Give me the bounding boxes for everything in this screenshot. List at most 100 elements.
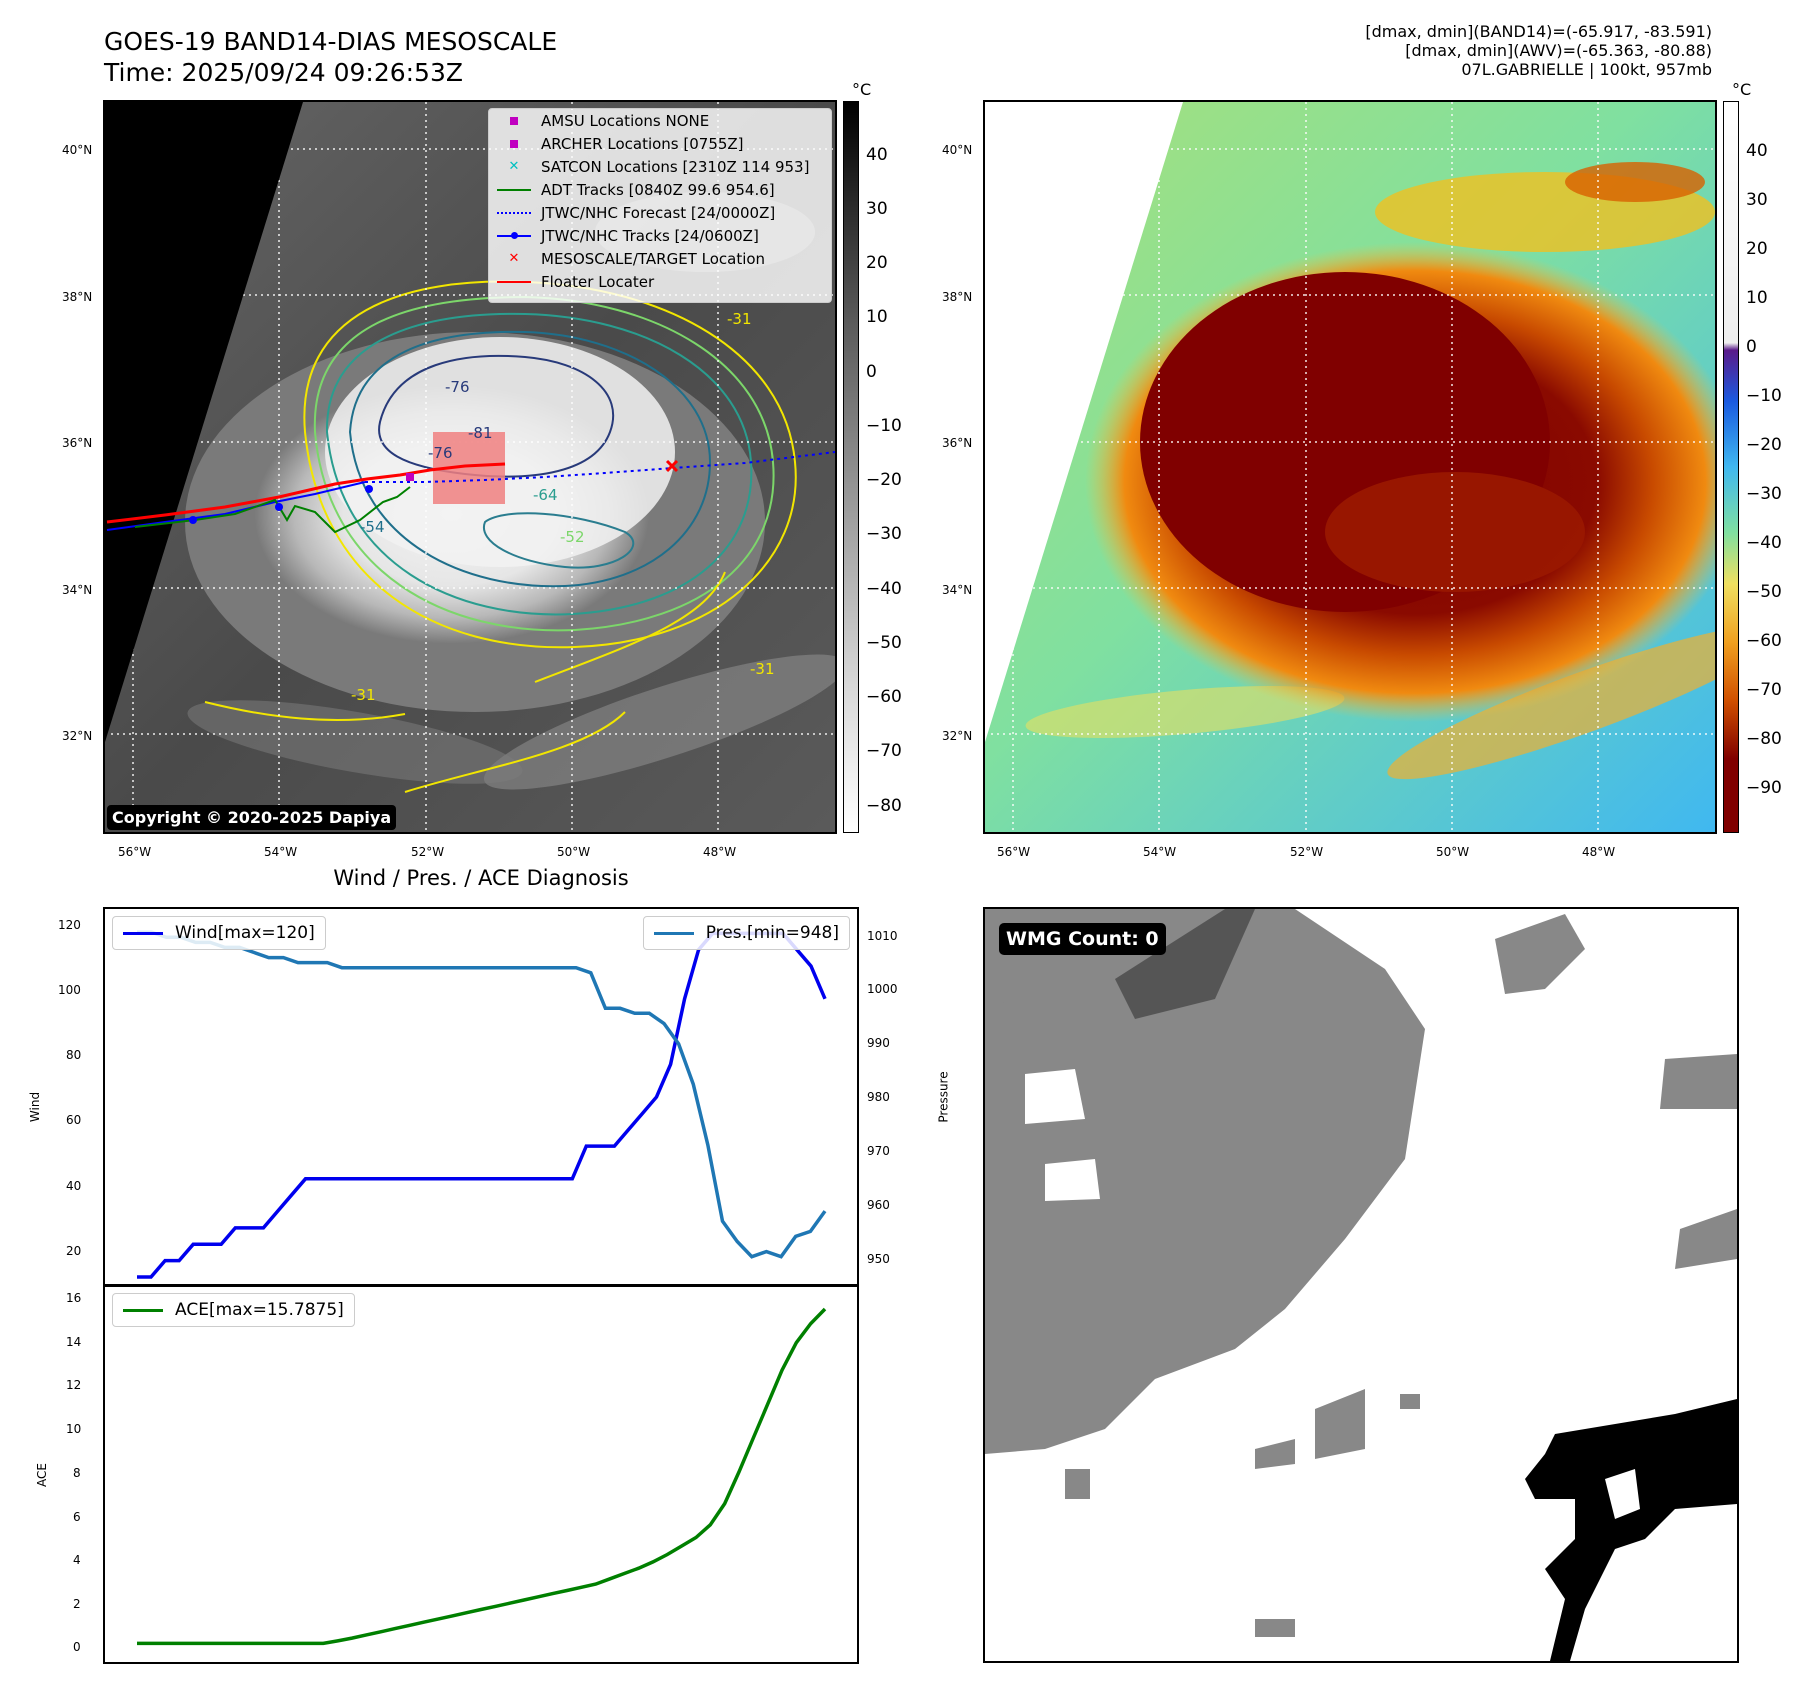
pressure-tick: 960 [867, 1198, 890, 1212]
contour-label: -64 [533, 486, 558, 504]
colorbar-tick: −80 [1746, 729, 1782, 749]
colorbar-tick: 20 [1746, 239, 1768, 259]
title-line-1: GOES-19 BAND14-DIAS MESOSCALE [104, 27, 558, 56]
colorbar-tick: −70 [866, 741, 902, 761]
pressure-legend: Pres.[min=948] [642, 916, 850, 950]
legend-item-archer: ARCHER Locations [0755Z] [489, 132, 831, 155]
lon-tick: 50°W [557, 845, 591, 859]
ace-tick: 4 [73, 1553, 81, 1567]
ace-legend: ACE[max=15.7875] [112, 1293, 355, 1327]
info-line-2: [dmax, dmin](AWV)=(-65.363, -80.88) [1405, 41, 1712, 60]
colorbar-tick: −60 [866, 687, 902, 707]
colorbar-tick: 40 [1746, 141, 1768, 161]
lat-tick: 34°N [62, 583, 93, 597]
diagnosis-title: Wind / Pres. / ACE Diagnosis [333, 866, 629, 890]
lon-tick: 48°W [1582, 845, 1616, 859]
ace-axis-label: ACE [34, 1463, 49, 1487]
colorbar-tick: −20 [1746, 435, 1782, 455]
pressure-legend-line-icon [653, 931, 694, 935]
ace-tick: 10 [66, 1422, 82, 1436]
awv-map [983, 100, 1717, 834]
copyright-badge: Copyright © 2020-2025 Dapiya [107, 805, 397, 830]
contour-label: -31 [351, 686, 376, 704]
colorbar-tick: −50 [1746, 582, 1782, 602]
lat-tick: 40°N [942, 143, 973, 157]
lon-tick: 52°W [411, 845, 445, 859]
wind-axis-label: Wind [28, 1091, 43, 1123]
colorbar-tick: 30 [866, 199, 888, 219]
legend-item-target: ✕ MESOSCALE/TARGET Location [489, 247, 831, 270]
colorbar-tick: −10 [1746, 386, 1782, 406]
wind-tick: 100 [58, 983, 81, 997]
left-colorbar-unit: °C [852, 80, 872, 99]
wind-legend-line-icon [123, 931, 163, 935]
ace-legend-line-icon [123, 1308, 163, 1312]
ace-plot [137, 1307, 827, 1646]
ace-tick: 2 [73, 1597, 81, 1611]
contour-label: -76 [445, 378, 470, 396]
lon-tick: 50°W [1436, 845, 1470, 859]
colorbar-tick: −10 [866, 416, 902, 436]
pressure-tick: 980 [867, 1090, 890, 1104]
lon-tick: 54°W [264, 845, 298, 859]
ace-tick: 14 [66, 1335, 82, 1349]
contour-label: -52 [560, 528, 585, 546]
x-marker-icon: ✕ [508, 251, 520, 266]
contour-label: -76 [428, 444, 453, 462]
colorbar-tick: −90 [1746, 778, 1782, 798]
contour-label: -31 [750, 660, 775, 678]
awv-map-image [985, 102, 1715, 832]
contour-label: -54 [360, 518, 385, 536]
square-marker-icon [497, 114, 531, 128]
legend-item-adt: ADT Tracks [0840Z 99.6 954.6] [489, 178, 831, 201]
lon-tick: 56°W [118, 845, 152, 859]
wind-pressure-panel: Wind[max=120] Pres.[min=948] [103, 907, 859, 1287]
pressure-tick: 990 [867, 1036, 890, 1050]
line-dot-icon [497, 229, 531, 243]
line-icon [497, 183, 531, 197]
wind-tick: 60 [66, 1113, 82, 1127]
lat-tick: 38°N [942, 290, 973, 304]
pressure-tick: 970 [867, 1144, 890, 1158]
ace-tick: 6 [73, 1510, 81, 1524]
pressure-axis-label: Pressure [936, 1071, 951, 1123]
colorbar-tick: −40 [1746, 533, 1782, 553]
lon-tick: 54°W [1143, 845, 1177, 859]
legend-item-forecast: JTWC/NHC Forecast [24/0000Z] [489, 201, 831, 224]
wind-tick: 80 [66, 1048, 82, 1062]
colorbar-tick: −30 [1746, 484, 1782, 504]
colorbar-tick: −40 [866, 579, 902, 599]
colorbar-tick: −70 [1746, 680, 1782, 700]
wmg-panel: WMG Count: 0 [983, 907, 1739, 1663]
lat-tick: 32°N [62, 729, 93, 743]
map-legend: AMSU Locations NONE ARCHER Locations [07… [488, 108, 832, 303]
contour-label: -31 [727, 310, 752, 328]
wind-series-line [137, 931, 827, 1279]
wind-tick: 40 [66, 1179, 82, 1193]
legend-item-tracks: JTWC/NHC Tracks [24/0600Z] [489, 224, 831, 247]
line-icon [497, 275, 531, 289]
pressure-tick: 950 [867, 1252, 890, 1266]
left-colorbar [843, 101, 859, 833]
info-line-3: 07L.GABRIELLE | 100kt, 957mb [1461, 60, 1712, 79]
wmg-image [985, 909, 1737, 1661]
band14-map: -76 -76 -81 -64 -31 -31 -31 -52 -54 AMSU… [103, 100, 837, 834]
square-marker-icon [497, 137, 531, 151]
colorbar-tick: −30 [866, 524, 902, 544]
contour-labels: -76 -76 -81 -64 -31 -31 -31 -52 -54 [351, 310, 775, 704]
lon-tick: 56°W [997, 845, 1031, 859]
colorbar-tick: −50 [866, 633, 902, 653]
wmg-count-badge: WMG Count: 0 [999, 923, 1166, 955]
colorbar-tick: 10 [1746, 288, 1768, 308]
colorbar-tick: 40 [866, 145, 888, 165]
ace-panel: ACE[max=15.7875] [103, 1284, 859, 1664]
wind-pressure-plot [137, 930, 827, 1279]
colorbar-tick: 30 [1746, 190, 1768, 210]
info-line-1: [dmax, dmin](BAND14)=(-65.917, -83.591) [1365, 22, 1712, 41]
lat-tick: 36°N [62, 436, 93, 450]
lon-tick: 52°W [1290, 845, 1324, 859]
lon-tick: 48°W [703, 845, 737, 859]
ace-tick: 8 [73, 1466, 81, 1480]
wind-tick: 120 [58, 918, 81, 932]
colorbar-tick: 20 [866, 253, 888, 273]
